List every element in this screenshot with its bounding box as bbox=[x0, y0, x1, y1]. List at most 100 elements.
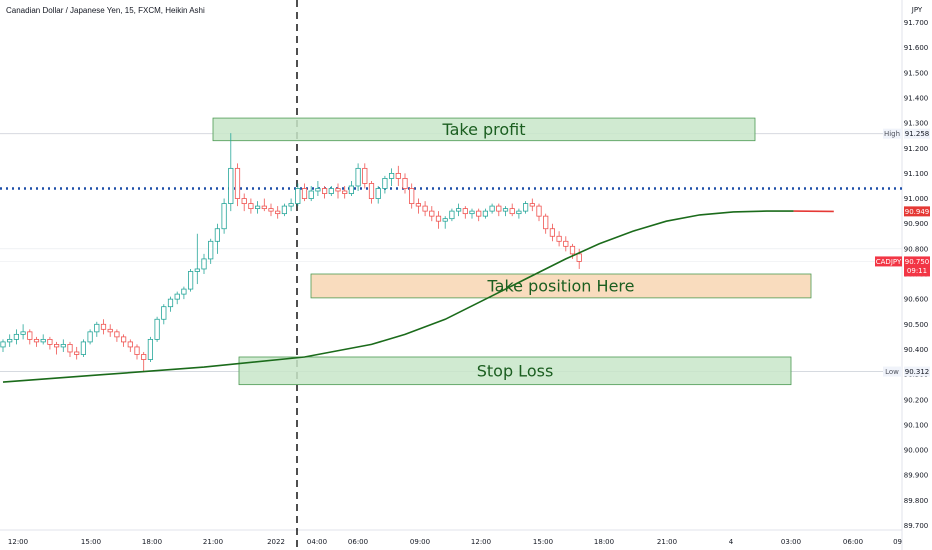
take-position-zone[interactable] bbox=[310, 273, 812, 299]
candle-body bbox=[348, 185, 355, 194]
candle-body bbox=[342, 190, 348, 194]
candle bbox=[321, 185, 328, 199]
price-tick-label: 90.600 bbox=[904, 296, 929, 304]
candle-body bbox=[208, 240, 214, 260]
candle-body bbox=[482, 210, 489, 217]
candle bbox=[208, 238, 214, 264]
candle-body bbox=[187, 271, 194, 290]
candle bbox=[40, 334, 46, 345]
price-tick-label: 91.600 bbox=[904, 44, 929, 52]
candle-body bbox=[107, 328, 113, 333]
candle-body bbox=[281, 205, 288, 215]
candle bbox=[402, 173, 408, 194]
candle-body bbox=[100, 323, 107, 330]
candle bbox=[141, 351, 147, 373]
currency-label: JPY bbox=[911, 6, 923, 14]
time-tick-label: 06:00 bbox=[348, 538, 368, 546]
candle-body bbox=[429, 210, 435, 217]
high-tag-label: High bbox=[884, 130, 900, 138]
candle-body bbox=[54, 344, 60, 348]
candle bbox=[194, 233, 200, 285]
price-tick-label: 91.200 bbox=[904, 145, 929, 153]
candle-body bbox=[127, 341, 133, 348]
time-tick-label: 15:00 bbox=[533, 538, 553, 546]
candle bbox=[415, 198, 422, 214]
time-tick-label: 04:00 bbox=[307, 538, 327, 546]
candle-body bbox=[536, 205, 542, 217]
candle bbox=[281, 203, 288, 217]
candle bbox=[147, 336, 153, 363]
candle-body bbox=[335, 188, 341, 192]
candle bbox=[516, 208, 522, 219]
candle-body bbox=[442, 218, 448, 222]
candle-body bbox=[234, 167, 241, 199]
candle-body bbox=[114, 331, 120, 338]
candle-body bbox=[134, 346, 140, 355]
candle bbox=[7, 334, 13, 347]
time-tick-label: 12:00 bbox=[8, 538, 28, 546]
candle bbox=[348, 180, 355, 197]
candle bbox=[33, 336, 40, 347]
candle-body bbox=[201, 258, 207, 270]
price-tick-label: 89.800 bbox=[904, 497, 929, 505]
candle-body bbox=[161, 306, 167, 320]
stop-loss-zone[interactable] bbox=[238, 356, 792, 386]
candle-body bbox=[13, 333, 19, 340]
candle bbox=[563, 236, 569, 252]
candle bbox=[161, 304, 167, 325]
candle bbox=[121, 334, 127, 347]
candle-body bbox=[449, 210, 455, 220]
candle bbox=[355, 163, 361, 192]
candle bbox=[482, 208, 489, 219]
candle bbox=[342, 185, 348, 199]
price-tick-label: 91.400 bbox=[904, 94, 929, 102]
candle bbox=[328, 185, 334, 197]
candle-body bbox=[33, 338, 40, 343]
time-tick-label: 21:00 bbox=[203, 538, 223, 546]
candle bbox=[74, 346, 80, 360]
candle bbox=[67, 341, 73, 357]
candle bbox=[254, 201, 261, 214]
take-profit-zone[interactable] bbox=[212, 117, 756, 142]
candle bbox=[395, 165, 401, 186]
candle-body bbox=[20, 331, 26, 335]
price-tick-label: 89.700 bbox=[904, 522, 929, 530]
candle bbox=[94, 321, 100, 337]
candle bbox=[228, 133, 234, 212]
candle bbox=[375, 185, 381, 204]
candle-body bbox=[489, 205, 495, 212]
price-tick-label: 90.400 bbox=[904, 346, 929, 354]
time-tick-label: 09 bbox=[893, 538, 902, 546]
candle bbox=[442, 216, 448, 229]
price-tick-label: 89.900 bbox=[904, 472, 929, 480]
high-badge-value: 91.258 bbox=[905, 130, 930, 138]
candle bbox=[382, 175, 388, 194]
stop-loss-zone-label: Stop Loss bbox=[477, 361, 554, 380]
time-tick-label: 2022 bbox=[267, 538, 285, 546]
candle bbox=[335, 183, 341, 199]
candle-body bbox=[40, 338, 46, 343]
candle bbox=[87, 329, 93, 345]
candle-body bbox=[147, 338, 153, 360]
candle-body bbox=[549, 228, 556, 237]
candle bbox=[214, 223, 220, 254]
candle bbox=[0, 339, 6, 352]
candle bbox=[315, 180, 321, 197]
time-tick-label: 06:00 bbox=[843, 538, 863, 546]
chart-legend: Canadian Dollar / Japanese Yen, 15, FXCM… bbox=[6, 6, 205, 15]
candle bbox=[422, 201, 428, 217]
candle bbox=[167, 296, 174, 312]
candle-body bbox=[275, 210, 281, 215]
candle bbox=[114, 329, 120, 342]
candle bbox=[523, 201, 529, 214]
candle-body bbox=[469, 210, 475, 215]
candle-body bbox=[509, 208, 515, 215]
candle-body bbox=[523, 203, 529, 212]
price-tick-label: 91.100 bbox=[904, 170, 929, 178]
candle bbox=[20, 324, 26, 340]
symbol-tag-label: CADJPY bbox=[876, 258, 902, 266]
candle bbox=[368, 180, 375, 204]
candle bbox=[154, 316, 160, 342]
